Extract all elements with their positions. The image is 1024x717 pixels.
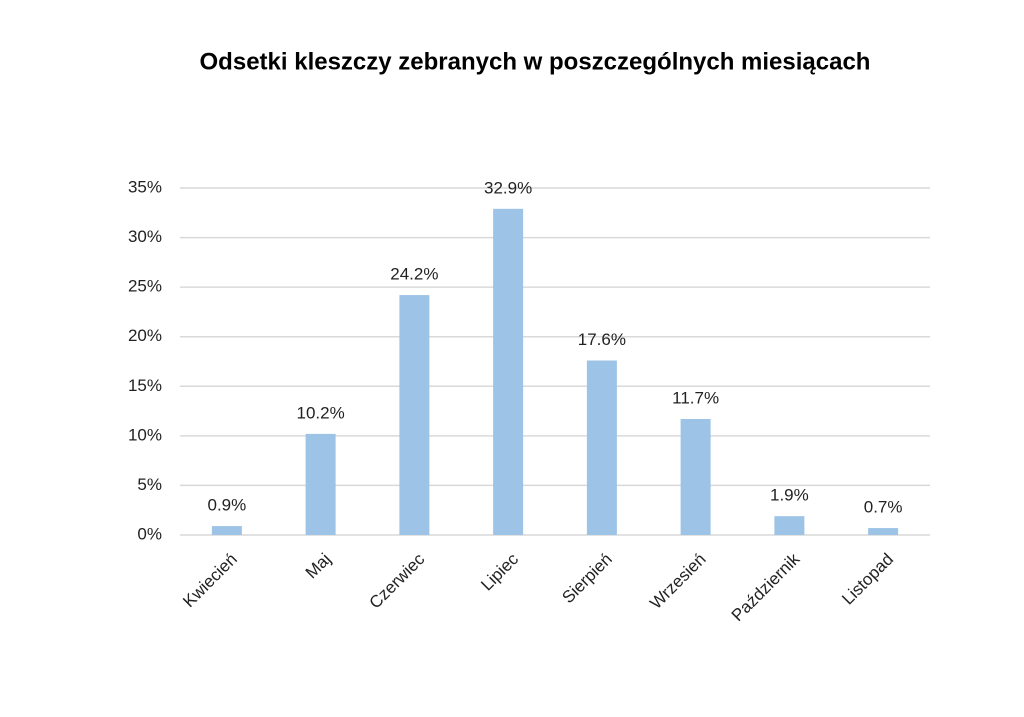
data-label: 1.9% [770, 486, 809, 505]
data-label: 24.2% [390, 265, 438, 284]
bar [680, 419, 711, 535]
x-tick-label: Maj [302, 550, 335, 583]
data-label: 10.2% [297, 403, 345, 422]
x-tick-label: Sierpień [558, 550, 616, 608]
x-tick-label: Lipiec [477, 549, 522, 594]
bar [211, 526, 242, 535]
y-tick-label: 35% [128, 177, 162, 196]
bar [305, 433, 336, 535]
y-tick-label: 30% [128, 227, 162, 246]
x-tick-label: Kwiecień [179, 550, 241, 612]
data-label: 11.7% [672, 388, 719, 407]
bar [399, 295, 430, 535]
x-tick-label: Październik [728, 549, 804, 625]
data-label: 0.7% [864, 498, 903, 517]
data-label: 32.9% [484, 178, 532, 197]
x-tick-label: Listopad [838, 550, 897, 609]
x-tick-label: Czerwiec [366, 549, 429, 612]
bar [493, 208, 524, 535]
y-tick-label: 0% [137, 524, 162, 543]
y-tick-label: 15% [128, 376, 162, 395]
y-tick-label: 25% [128, 277, 162, 296]
bar [868, 528, 899, 535]
data-label: 0.9% [208, 496, 247, 515]
y-tick-label: 20% [128, 326, 162, 345]
y-tick-label: 5% [137, 475, 162, 494]
chart-title: Odsetki kleszczy zebranych w poszczególn… [200, 48, 871, 75]
y-tick-label: 10% [128, 425, 162, 444]
x-tick-label: Wrzesień [646, 550, 709, 613]
bar [774, 516, 805, 535]
bar [586, 360, 617, 535]
data-label: 17.6% [578, 330, 626, 349]
